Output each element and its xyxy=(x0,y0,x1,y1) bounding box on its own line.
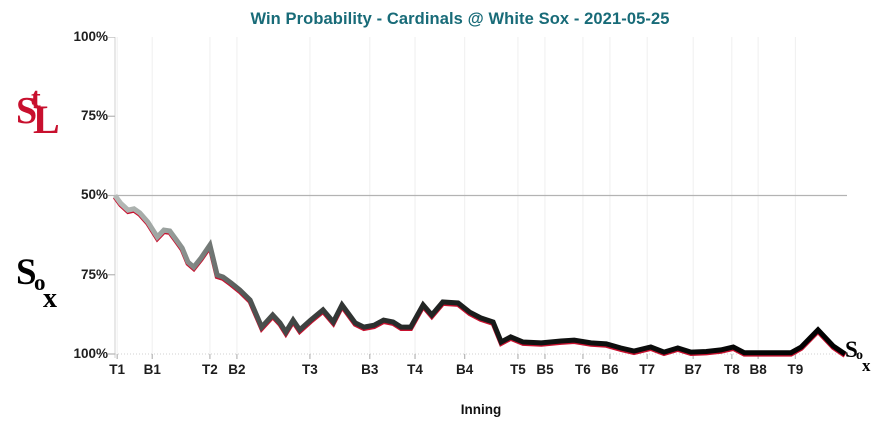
inning-axis-title: Inning xyxy=(460,402,502,417)
x-tick-label-T8: T8 xyxy=(723,362,740,377)
x-tick-label-T4: T4 xyxy=(407,362,423,377)
x-tick-label-B8: B8 xyxy=(749,362,767,377)
cardinals-logo-icon: S t L xyxy=(16,84,68,150)
cardinals-logo-letter: t xyxy=(31,82,41,114)
x-tick-label-B2: B2 xyxy=(228,362,246,377)
whitesox-endpoint-letter: o xyxy=(856,348,863,363)
whitesox-endpoint-letter: S xyxy=(845,337,858,362)
cardinals-logo-letter: S xyxy=(16,90,38,132)
whitesox-logo-letter: x xyxy=(43,283,57,314)
plot-area xyxy=(108,37,857,359)
x-tick-label-B3: B3 xyxy=(361,362,379,377)
whitesox-logo-letter: S xyxy=(16,252,37,293)
x-tick-label-B4: B4 xyxy=(456,362,474,377)
win-probability-line xyxy=(112,194,847,357)
x-tick-label-T3: T3 xyxy=(302,362,318,377)
x-tick-label-T2: T2 xyxy=(202,362,218,377)
x-tick-label-T6: T6 xyxy=(575,362,591,377)
whitesox-logo-icon: S o x xyxy=(16,254,70,320)
cardinals-logo-letter: L xyxy=(33,97,60,142)
x-tick-label-B5: B5 xyxy=(536,362,554,377)
y-axis-label-bottom-75: 75% xyxy=(80,267,108,282)
x-tick-label-B7: B7 xyxy=(684,362,702,377)
chart-title: Win Probability - Cardinals @ White Sox … xyxy=(250,10,670,28)
x-axis-labels: T1 B1 T2 B2 T3 B3 T4 B4 T5 B5 T6 B6 T7 B7 T8 B8 T9 xyxy=(109,362,860,378)
x-tick-label-B6: B6 xyxy=(601,362,619,377)
y-axis-label-50: 50% xyxy=(80,187,108,202)
y-axis-label-bottom-100: 100% xyxy=(73,346,108,361)
x-tick-label-T9: T9 xyxy=(787,362,804,377)
y-axis-label-top-100: 100% xyxy=(73,29,108,44)
x-tick-label-T7: T7 xyxy=(639,362,656,377)
whitesox-logo-letter: o xyxy=(34,270,46,295)
x-tick-label-B1: B1 xyxy=(143,362,161,377)
x-tick-label-T1: T1 xyxy=(109,362,126,377)
y-axis-label-top-75: 75% xyxy=(80,108,108,123)
whitesox-endpoint-logo-icon: S o x xyxy=(845,338,885,384)
whitesox-endpoint-letter: x xyxy=(862,356,871,375)
x-tick-label-T5: T5 xyxy=(510,362,526,377)
